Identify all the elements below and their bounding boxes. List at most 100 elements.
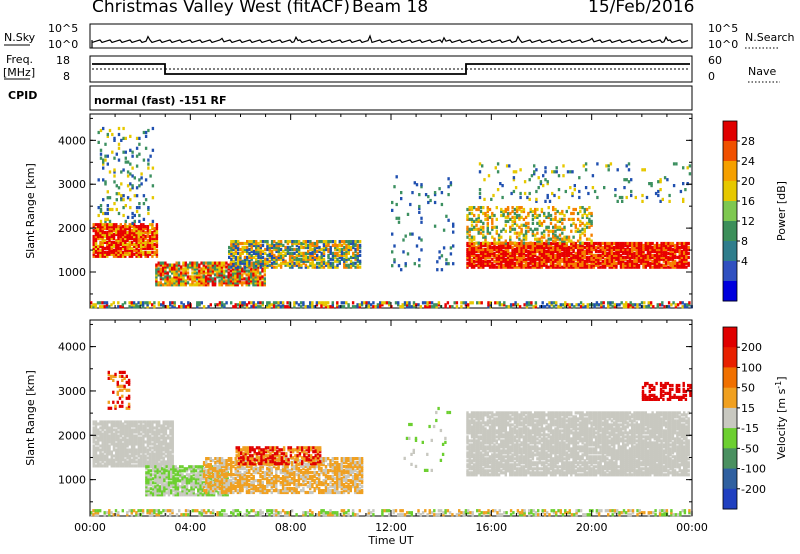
- velocity-ytick-label: 1000: [58, 474, 86, 487]
- power-echo-early-scatter: [97, 126, 155, 225]
- power-colorbar-swatch: [723, 281, 737, 302]
- velocity-ytick-label: 4000: [58, 341, 86, 354]
- nsearch-tick-bottom: 10^0: [708, 38, 739, 51]
- velocity-echo-diagonal: [403, 406, 452, 472]
- velocity-colorbar-title: Velocity [m s-1]: [774, 376, 788, 459]
- nave-tick-top: 60: [708, 54, 722, 67]
- power-colorbar-swatch: [723, 141, 737, 162]
- panel-power: 4000 3000 2000 1000 Slant Range [km] 28 24 20 16…: [24, 113, 788, 309]
- power-colorbar-frame: [722, 120, 738, 302]
- power-colorbar-title: Power [dB]: [775, 181, 788, 241]
- velocity-xtick-label: 12:00: [375, 521, 407, 534]
- velocity-echo-early-red: [107, 370, 131, 410]
- velocity-xtick-label: 16:00: [475, 521, 507, 534]
- velocity-echo-midday-orange: [202, 457, 364, 495]
- velocity-colorbar-tick-label: 100: [741, 361, 762, 374]
- cpid-text: normal (fast) -151 RF: [94, 94, 227, 107]
- nsky-series-line: [91, 34, 689, 48]
- power-colorbar-tick-label: 20: [741, 175, 755, 188]
- power-ytick-label: 3000: [58, 178, 86, 191]
- velocity-colorbar-tick-label: 200: [741, 341, 762, 354]
- power-colorbar-swatch: [723, 241, 737, 262]
- power-echo-early-band: [92, 223, 159, 258]
- power-colorbar-swatch: [723, 181, 737, 202]
- freq-label: Freq.: [6, 53, 34, 66]
- nsky-tick-top: 10^5: [48, 22, 79, 35]
- power-ylabel: Slant Range [km]: [24, 163, 37, 259]
- velocity-xtick-label: 00:00: [74, 521, 106, 534]
- freq-series-line: [92, 63, 690, 75]
- velocity-xtick-label: 04:00: [174, 521, 206, 534]
- freq-tick-bottom: 8: [63, 70, 70, 83]
- velocity-echo-evening-band: [466, 411, 690, 477]
- freq-unit-label: [MHz]: [3, 66, 36, 79]
- nsearch-tick-top: 10^5: [708, 22, 739, 35]
- velocity-colorbar-swatch: [723, 367, 737, 389]
- nave-label: Nave: [748, 65, 777, 78]
- nsky-tick-bottom: 10^0: [48, 38, 79, 51]
- power-colorbar-swatch: [723, 161, 737, 182]
- power-colorbar: 28 24 20 16 12 8 4 Power [dB]: [722, 120, 788, 302]
- velocity-colorbar-tick-label: 50: [741, 382, 755, 395]
- nsky-strip-frame: [89, 23, 693, 49]
- velocity-echo-midday-red: [235, 446, 322, 466]
- power-colorbar-tick-label: 12: [741, 215, 755, 228]
- velocity-ytick-label: 2000: [58, 429, 86, 442]
- power-colorbar-swatch: [723, 201, 737, 222]
- date-title: 15/Feb/2016: [588, 0, 695, 17]
- power-colorbar-tick-label: 16: [741, 195, 755, 208]
- velocity-colorbar-swatch: [723, 468, 737, 490]
- velocity-echo-late-red: [641, 381, 692, 401]
- velocity-colorbar-frame: [722, 326, 738, 510]
- power-echo-midday-band: [228, 240, 362, 269]
- velocity-xtick-label: 20:00: [576, 521, 608, 534]
- nave-tick-bottom: 0: [708, 70, 715, 83]
- velocity-xtick-label: 00:00: [676, 521, 708, 534]
- power-echo-evening-band: [466, 241, 690, 269]
- power-colorbar-tick-label: 28: [741, 135, 755, 148]
- velocity-echo-ground-line: [90, 509, 693, 517]
- power-colorbar-swatch: [723, 121, 737, 142]
- velocity-colorbar-swatch: [723, 448, 737, 469]
- velocity-ylabel: Slant Range [km]: [24, 370, 37, 466]
- power-echo-evening-upper: [466, 206, 593, 245]
- power-colorbar-tick-label: 24: [741, 155, 755, 168]
- power-echo-late-scatter: [478, 162, 692, 203]
- velocity-colorbar-tick-label: -200: [741, 483, 766, 496]
- power-colorbar-swatch: [723, 261, 737, 282]
- panel-velocity: 4000 3000 2000 1000 Slant Range [km] 200 100 50…: [24, 319, 788, 547]
- velocity-colorbar-tick-label: -50: [741, 442, 759, 455]
- power-colorbar-swatch: [723, 221, 737, 242]
- station-title: Christmas Valley West (fitACF): [92, 0, 351, 17]
- velocity-echo-early-band: [92, 420, 174, 468]
- velocity-colorbar: 200 100 50 15 -15 -50 -100 -200 Velocity [m s-1]: [722, 326, 788, 510]
- velocity-colorbar-tick-label: -100: [741, 463, 766, 476]
- velocity-colorbar-swatch: [723, 407, 737, 429]
- nsearch-label: N.Search: [745, 31, 795, 44]
- power-echo-morning-band: [155, 261, 266, 287]
- velocity-colorbar-swatch: [723, 488, 737, 510]
- power-echo-ground-line: [90, 301, 693, 309]
- freq-tick-top: 18: [56, 54, 70, 67]
- power-ytick-label: 1000: [58, 266, 86, 279]
- velocity-ytick-label: 3000: [58, 385, 86, 398]
- velocity-colorbar-swatch: [723, 428, 737, 449]
- velocity-colorbar-swatch: [723, 387, 737, 409]
- velocity-colorbar-tick-label: 15: [741, 402, 755, 415]
- velocity-colorbar-swatch: [723, 347, 737, 368]
- velocity-xtick-label: 08:00: [275, 521, 307, 534]
- velocity-colorbar-swatch: [723, 327, 737, 348]
- freq-strip-frame: [89, 55, 693, 83]
- power-colorbar-tick-label: 4: [741, 255, 748, 268]
- nsky-label: N.Sky: [4, 31, 36, 44]
- power-ytick-label: 2000: [58, 222, 86, 235]
- beam-title: Beam 18: [352, 0, 429, 17]
- power-colorbar-tick-label: 8: [741, 235, 748, 248]
- velocity-colorbar-tick-label: -15: [741, 422, 759, 435]
- velocity-xlabel: Time UT: [367, 534, 413, 547]
- power-echo-diagonal: [391, 175, 455, 272]
- cpid-strip-frame: [89, 85, 693, 111]
- cpid-label: CPID: [8, 89, 38, 102]
- power-ytick-label: 4000: [58, 134, 86, 147]
